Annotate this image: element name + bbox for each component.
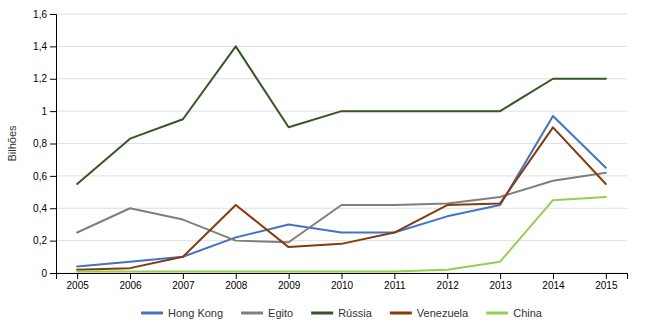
- x-tick: 2010: [331, 273, 354, 291]
- legend-item: China: [486, 307, 543, 319]
- y-axis-title: Bilhões: [6, 125, 18, 162]
- x-tick-label: 2010: [331, 280, 354, 291]
- grid-line: [56, 240, 627, 241]
- x-tick-mark: [342, 273, 343, 279]
- legend-label: Venezuela: [417, 307, 469, 319]
- grid-line: [56, 175, 627, 176]
- legend-swatch: [241, 312, 263, 315]
- grid-line: [56, 46, 627, 47]
- legend-label: Hong Kong: [168, 307, 223, 319]
- x-tick: 2005: [67, 273, 90, 291]
- x-tick-label: 2015: [595, 280, 618, 291]
- y-tick: 1,4: [33, 41, 56, 52]
- x-tick: 2015: [595, 273, 618, 291]
- grid-line: [56, 14, 627, 15]
- grid-line: [56, 208, 627, 209]
- y-tick-label: 0,4: [33, 203, 47, 214]
- series-group: [77, 46, 606, 271]
- y-tick: 0,2: [33, 235, 56, 246]
- x-tick-mark: [394, 273, 395, 279]
- y-tick-label: 1,2: [33, 73, 47, 84]
- y-tick-mark: [50, 111, 56, 112]
- y-tick: 0: [41, 268, 56, 279]
- y-axis-line: [50, 15, 57, 274]
- legend: Hong Kong Egito Rússia Venezuela China: [141, 307, 543, 319]
- x-tick: 2013: [489, 273, 512, 291]
- y-tick-label: 1: [41, 106, 47, 117]
- legend-item: Hong Kong: [141, 307, 223, 319]
- y-tick-mark: [50, 176, 56, 177]
- x-tick-mark: [447, 273, 448, 279]
- y-tick: 1: [41, 106, 56, 117]
- legend-label: Egito: [268, 307, 293, 319]
- x-tick-label: 2007: [172, 280, 195, 291]
- y-tick: 0,4: [33, 203, 56, 214]
- legend-item: Egito: [241, 307, 293, 319]
- grid-line: [56, 78, 627, 79]
- series-line: [77, 127, 606, 269]
- y-tick-mark: [50, 144, 56, 145]
- x-tick-label: 2005: [67, 280, 90, 291]
- x-tick-label: 2011: [384, 280, 406, 291]
- x-axis-line: [57, 274, 628, 280]
- series-line: [77, 46, 606, 184]
- x-tick: 2012: [437, 273, 460, 291]
- y-tick: 1,2: [33, 73, 56, 84]
- y-axis: 0 0,2 0,4 0,6 0,8 1 1,2 1,4 1,6: [33, 9, 56, 279]
- y-tick-mark: [50, 208, 56, 209]
- x-tick-mark: [236, 273, 237, 279]
- y-tick-mark: [50, 14, 56, 15]
- y-tick-label: 0,6: [33, 171, 47, 182]
- grid: [56, 14, 627, 273]
- x-tick-label: 2013: [489, 280, 512, 291]
- legend-swatch: [311, 312, 333, 315]
- legend-item: Venezuela: [390, 307, 469, 319]
- x-tick-mark: [606, 273, 607, 279]
- x-tick: 2008: [225, 273, 248, 291]
- x-tick-mark: [183, 273, 184, 279]
- x-tick-mark: [289, 273, 290, 279]
- x-axis: 2005 2006 2007 2008 2009 2010 2011 2012 2013 2014…: [57, 273, 628, 291]
- x-tick-mark: [130, 273, 131, 279]
- x-tick-label: 2009: [278, 280, 301, 291]
- x-tick-mark: [553, 273, 554, 279]
- x-tick: 2006: [119, 273, 142, 291]
- y-tick-mark: [50, 241, 56, 242]
- y-tick-mark: [50, 79, 56, 80]
- x-tick-mark: [77, 273, 78, 279]
- x-tick-mark: [500, 273, 501, 279]
- y-tick-label: 0,8: [33, 138, 47, 149]
- series-line: [77, 197, 606, 271]
- y-tick-label: 1,6: [33, 9, 47, 20]
- y-tick-mark: [50, 46, 56, 47]
- x-tick-label: 2014: [542, 280, 565, 291]
- chart: 2005 2006 2007 2008 2009 2010 2011 2012 2013 2014…: [0, 0, 645, 335]
- legend-swatch: [486, 312, 508, 315]
- x-tick-label: 2006: [119, 280, 142, 291]
- legend-swatch: [141, 312, 163, 315]
- x-tick: 2014: [542, 273, 565, 291]
- x-tick: 2007: [172, 273, 195, 291]
- y-tick-label: 1,4: [33, 41, 47, 52]
- y-tick: 1,6: [33, 9, 56, 20]
- legend-label: Rússia: [338, 307, 373, 319]
- legend-item: Rússia: [311, 307, 373, 319]
- x-tick: 2009: [278, 273, 301, 291]
- y-tick-mark: [50, 273, 56, 274]
- legend-label: China: [513, 307, 543, 319]
- y-tick-label: 0,2: [33, 235, 47, 246]
- legend-swatch: [390, 312, 412, 315]
- y-tick: 0,6: [33, 171, 56, 182]
- y-tick: 0,8: [33, 138, 56, 149]
- plot: 2005 2006 2007 2008 2009 2010 2011 2012 2013 2014…: [6, 9, 628, 291]
- y-tick-label: 0: [41, 268, 47, 279]
- x-tick-label: 2008: [225, 280, 248, 291]
- x-tick: 2011: [384, 273, 406, 291]
- x-tick-label: 2012: [437, 280, 460, 291]
